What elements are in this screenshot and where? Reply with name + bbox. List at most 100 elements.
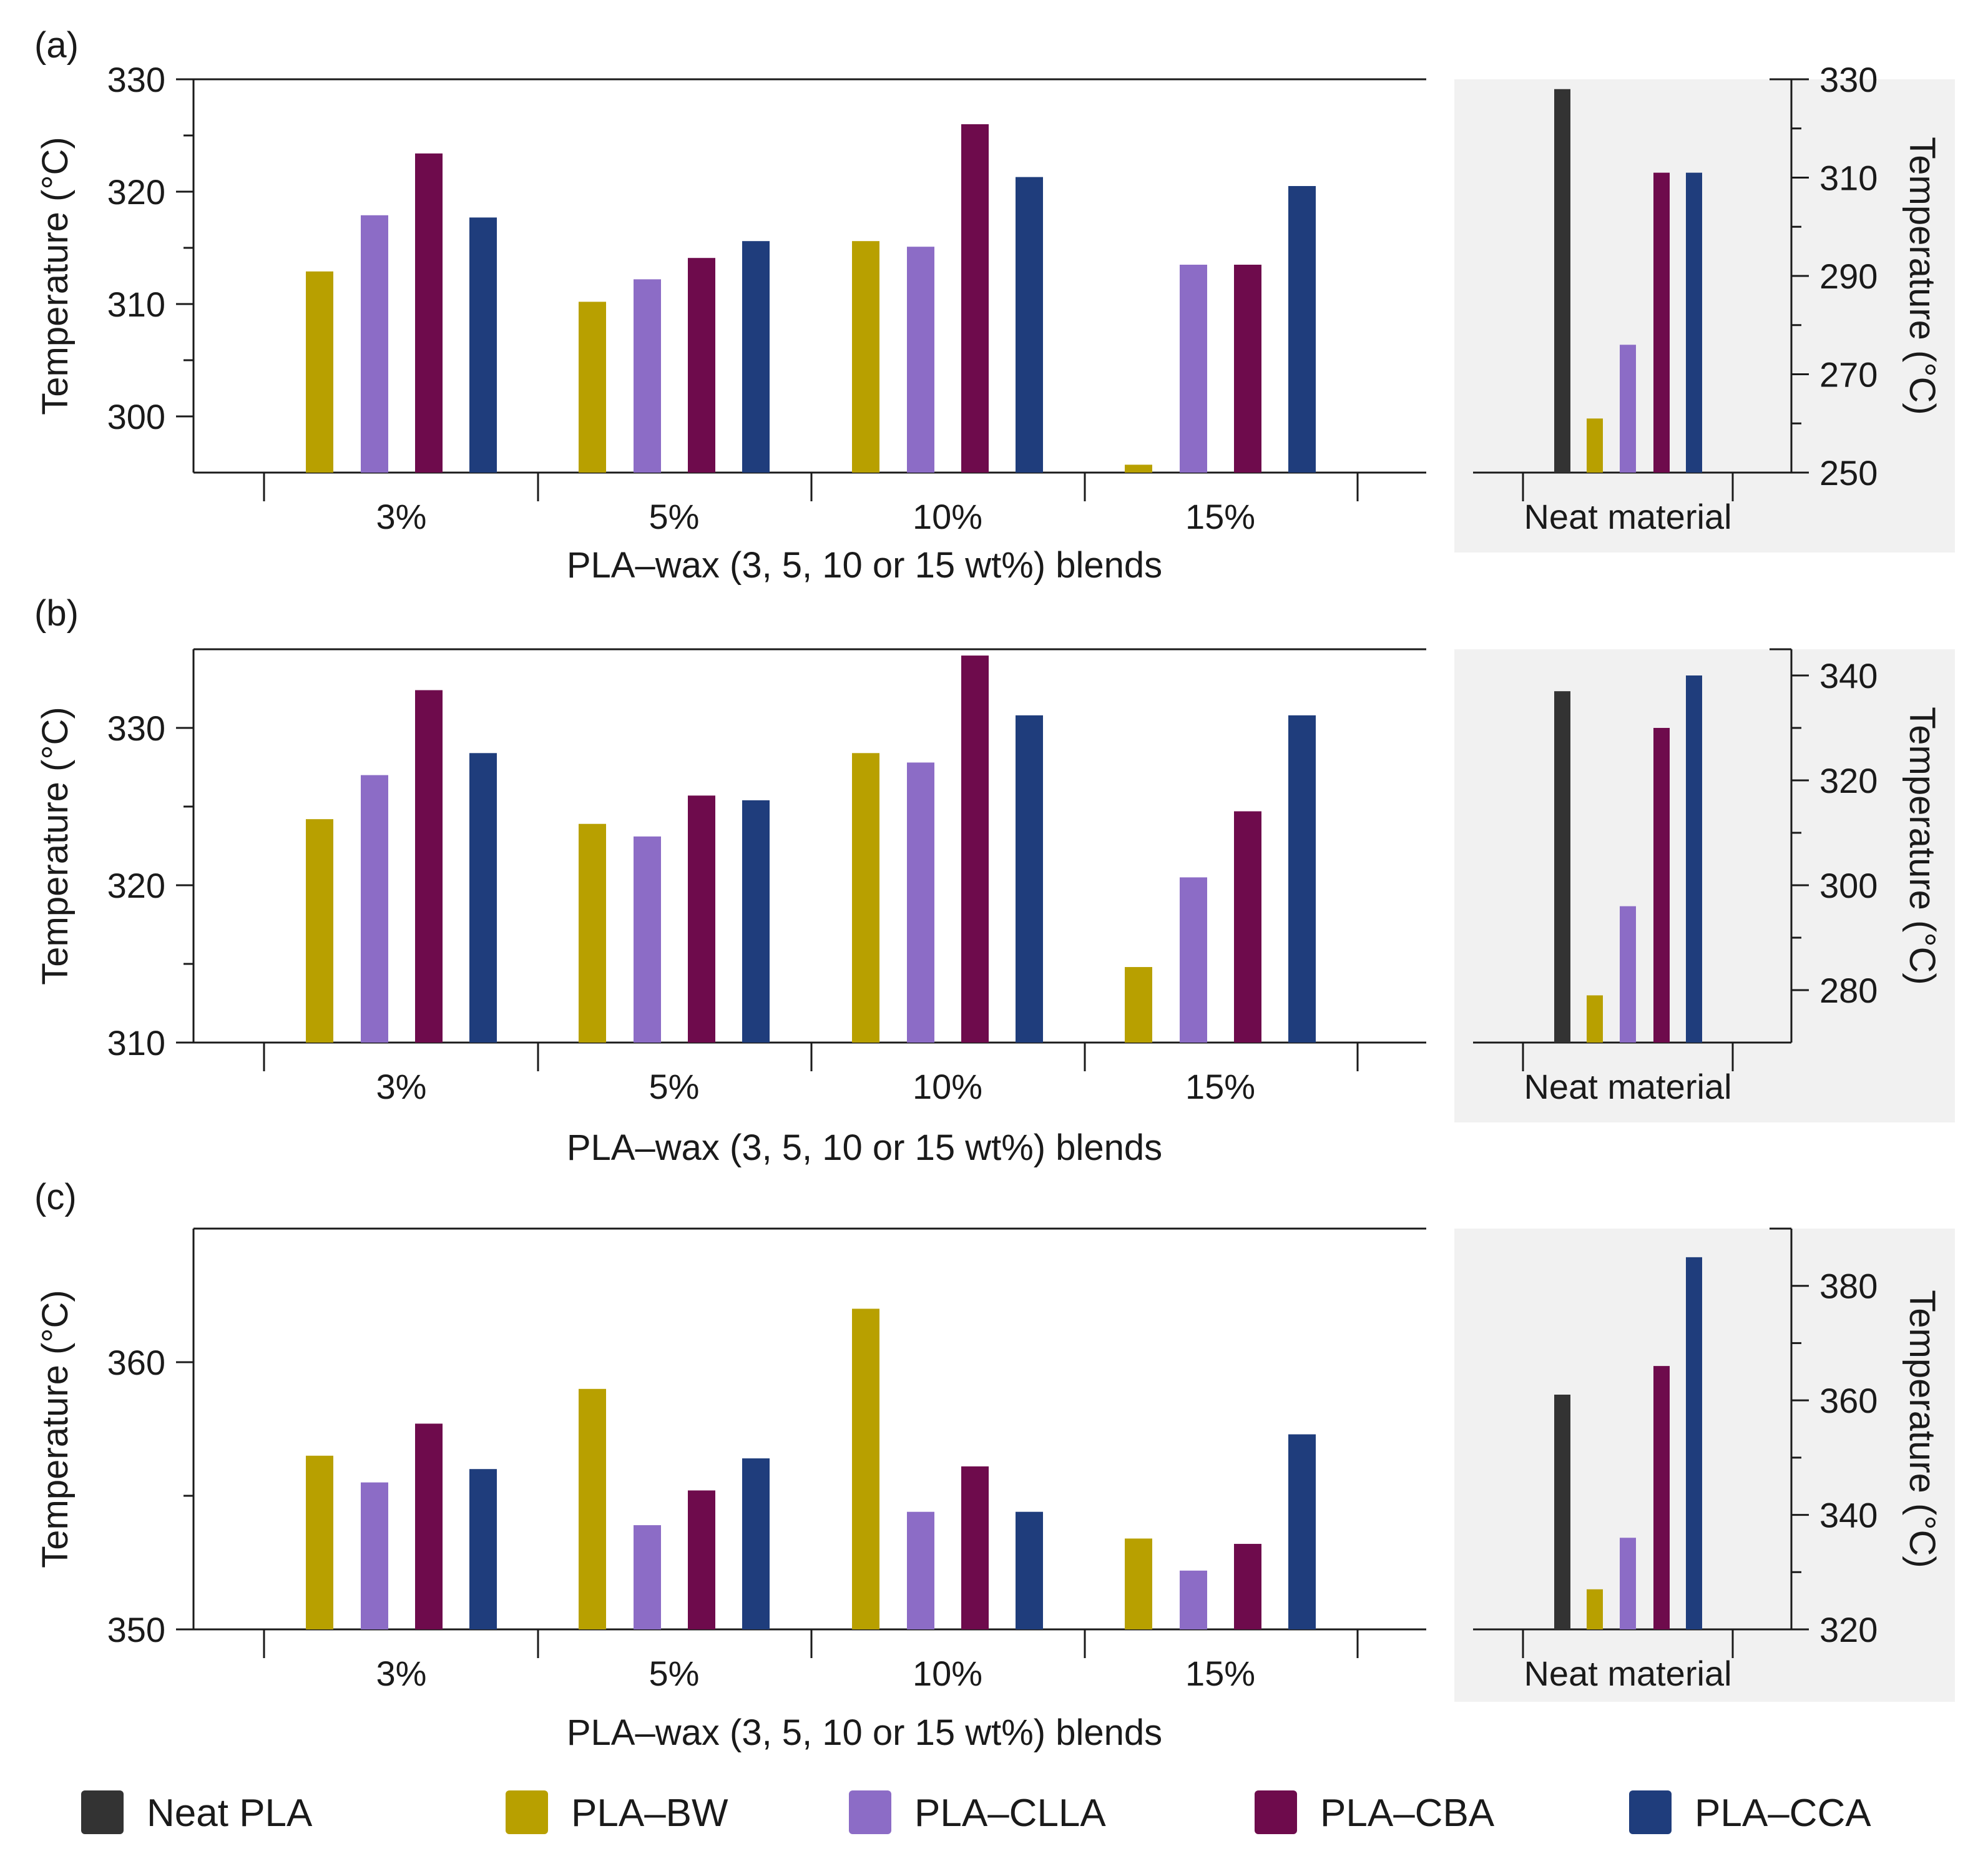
neat-bar-pla-bw bbox=[1587, 1589, 1603, 1629]
neat-bar-pla-cba bbox=[1653, 172, 1670, 473]
neat-y-tick-label: 330 bbox=[1819, 60, 1878, 99]
neat-y-tick-label: 360 bbox=[1819, 1381, 1878, 1420]
neat-y-tick-label: 270 bbox=[1819, 355, 1878, 395]
bar-pla-bw-5pct bbox=[579, 302, 606, 473]
category-label: 5% bbox=[649, 497, 700, 536]
bar-pla-clla-10pct bbox=[907, 762, 934, 1043]
bar-pla-clla-10pct bbox=[907, 247, 934, 473]
bar-pla-clla-15pct bbox=[1180, 265, 1207, 473]
neat-y-tick-label: 300 bbox=[1819, 866, 1878, 905]
y-tick-label: 310 bbox=[107, 285, 165, 324]
bar-pla-clla-10pct bbox=[907, 1511, 934, 1629]
x-axis-title: PLA–wax (3, 5, 10 or 15 wt%) blends bbox=[567, 1127, 1162, 1168]
bar-pla-cca-15pct bbox=[1288, 715, 1316, 1043]
neat-y-tick-label: 320 bbox=[1819, 1610, 1878, 1649]
neat-y-tick-label: 290 bbox=[1819, 257, 1878, 296]
neat-bar-pla-bw bbox=[1587, 418, 1603, 473]
bar-pla-clla-3pct bbox=[361, 215, 388, 473]
neat-panel-background bbox=[1454, 1229, 1955, 1702]
bar-pla-bw-10pct bbox=[852, 1308, 879, 1629]
y-tick-label: 310 bbox=[107, 1023, 165, 1063]
x-axis-title: PLA–wax (3, 5, 10 or 15 wt%) blends bbox=[567, 1712, 1162, 1753]
y-tick-label: 350 bbox=[107, 1610, 165, 1649]
neat-bar-pla-cba bbox=[1653, 728, 1670, 1043]
bar-pla-cca-10pct bbox=[1016, 715, 1043, 1043]
neat-bar-pla-cba bbox=[1653, 1366, 1670, 1629]
chart-panel-b: (b) 310 320 330 3% 5% 10% 15% PLA–wax (3, 5, 10 … bbox=[34, 593, 1955, 1168]
bar-pla-bw-10pct bbox=[852, 753, 879, 1043]
bar-pla-cca-10pct bbox=[1016, 1511, 1043, 1629]
bar-pla-cba-3pct bbox=[415, 690, 443, 1043]
bar-pla-cba-15pct bbox=[1234, 1544, 1261, 1629]
neat-bar-pla-clla bbox=[1620, 906, 1636, 1043]
bar-pla-cba-5pct bbox=[688, 1490, 715, 1629]
bar-pla-cca-15pct bbox=[1288, 1434, 1316, 1629]
category-label: 15% bbox=[1185, 1067, 1255, 1106]
category-label: 3% bbox=[376, 497, 427, 536]
bar-pla-cca-3pct bbox=[469, 753, 497, 1043]
bar-pla-cba-10pct bbox=[961, 655, 989, 1043]
bar-pla-cca-5pct bbox=[742, 241, 770, 473]
category-label: 5% bbox=[649, 1654, 700, 1693]
panel-letter: (a) bbox=[34, 25, 79, 66]
bar-pla-cba-15pct bbox=[1234, 265, 1261, 473]
bar-pla-cba-15pct bbox=[1234, 811, 1261, 1043]
bar-pla-cca-5pct bbox=[742, 800, 770, 1043]
neat-bar-pla-cca bbox=[1686, 1257, 1702, 1629]
x-axis-title: PLA–wax (3, 5, 10 or 15 wt%) blends bbox=[567, 545, 1162, 586]
legend-swatch-pla-cca bbox=[1629, 1790, 1672, 1834]
legend-swatch-pla-clla bbox=[849, 1790, 891, 1834]
bar-pla-bw-5pct bbox=[579, 1388, 606, 1629]
bar-pla-bw-3pct bbox=[306, 271, 333, 473]
neat-y-tick-label: 320 bbox=[1819, 761, 1878, 800]
bar-pla-cca-10pct bbox=[1016, 177, 1043, 473]
bar-pla-clla-15pct bbox=[1180, 1570, 1207, 1629]
bar-pla-cba-10pct bbox=[961, 1466, 989, 1629]
bar-pla-bw-15pct bbox=[1125, 967, 1152, 1043]
bar-pla-bw-3pct bbox=[306, 1455, 333, 1629]
legend-label-pla-clla: PLA–CLLA bbox=[914, 1792, 1106, 1835]
chart-panel-a: (a) 300 310 320 330 3% 5% 10% 15% PLA–wax (3, 5, … bbox=[34, 25, 1955, 586]
neat-x-label: Neat material bbox=[1524, 1067, 1731, 1106]
category-label: 5% bbox=[649, 1067, 700, 1106]
neat-x-label: Neat material bbox=[1524, 497, 1731, 536]
panel-letter: (b) bbox=[34, 593, 79, 634]
bar-pla-cca-3pct bbox=[469, 1469, 497, 1629]
y-axis-title: Temperature (°C) bbox=[35, 707, 76, 984]
category-label: 10% bbox=[913, 497, 982, 536]
y-tick-label: 330 bbox=[107, 60, 165, 99]
neat-y-tick-label: 310 bbox=[1819, 159, 1878, 198]
y-tick-label: 330 bbox=[107, 709, 165, 748]
legend-swatch-neat-pla bbox=[81, 1790, 124, 1834]
neat-bar-neat-pla bbox=[1554, 691, 1570, 1043]
bar-pla-cba-5pct bbox=[688, 258, 715, 473]
category-label: 3% bbox=[376, 1654, 427, 1693]
neat-y-tick-label: 250 bbox=[1819, 453, 1878, 493]
category-label: 10% bbox=[913, 1067, 982, 1106]
neat-x-label: Neat material bbox=[1524, 1654, 1731, 1693]
y-axis-title: Temperature (°C) bbox=[35, 137, 76, 415]
legend: Neat PLA PLA–BW PLA–CLLA PLA–CBA PLA–CCA bbox=[81, 1790, 1871, 1835]
legend-label-pla-cca: PLA–CCA bbox=[1695, 1792, 1871, 1835]
category-label: 15% bbox=[1185, 497, 1255, 536]
neat-panel-background bbox=[1454, 79, 1955, 552]
bar-pla-clla-3pct bbox=[361, 1482, 388, 1629]
neat-y-tick-label: 340 bbox=[1819, 656, 1878, 695]
legend-label-pla-bw: PLA–BW bbox=[571, 1792, 728, 1835]
neat-bar-pla-cca bbox=[1686, 172, 1702, 473]
neat-bar-pla-clla bbox=[1620, 1538, 1636, 1629]
legend-label-pla-cba: PLA–CBA bbox=[1320, 1792, 1495, 1835]
bar-pla-bw-3pct bbox=[306, 819, 333, 1043]
neat-panel-background bbox=[1454, 649, 1955, 1122]
bar-pla-bw-5pct bbox=[579, 823, 606, 1043]
bar-pla-bw-10pct bbox=[852, 241, 879, 473]
legend-label-neat-pla: Neat PLA bbox=[147, 1792, 313, 1835]
bar-pla-cba-5pct bbox=[688, 795, 715, 1043]
y-tick-label: 320 bbox=[107, 866, 165, 905]
bar-pla-cca-15pct bbox=[1288, 186, 1316, 473]
bar-pla-bw-15pct bbox=[1125, 1538, 1152, 1629]
neat-y-axis-title: Temperature (°C) bbox=[1902, 1290, 1942, 1568]
y-tick-label: 320 bbox=[107, 172, 165, 212]
bar-pla-cca-3pct bbox=[469, 217, 497, 473]
neat-bar-pla-bw bbox=[1587, 995, 1603, 1043]
